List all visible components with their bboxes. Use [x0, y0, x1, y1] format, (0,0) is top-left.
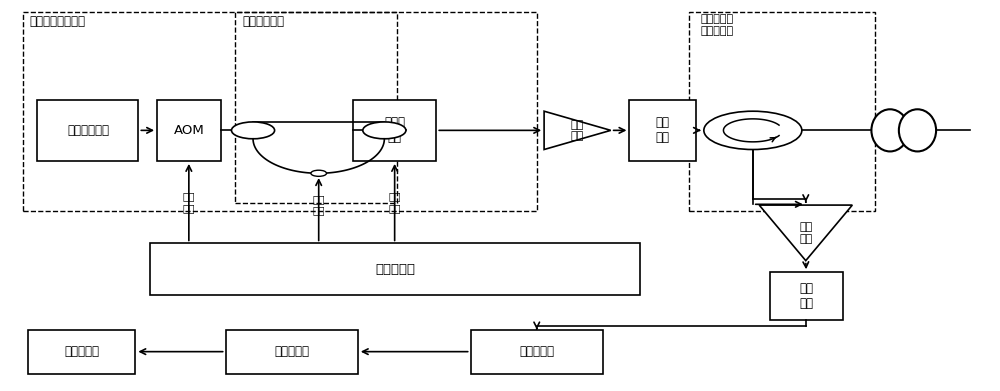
Bar	[353, 100, 436, 161]
Polygon shape	[544, 111, 611, 149]
Bar	[629, 100, 696, 161]
Text: 偏振切
换器: 偏振切 换器	[384, 117, 405, 144]
Circle shape	[311, 170, 327, 176]
Bar	[235, 12, 397, 203]
Bar	[150, 243, 640, 295]
Text: 光脉冲注入
及接收装置: 光脉冲注入 及接收装置	[701, 14, 734, 36]
Bar	[28, 330, 135, 374]
Text: 光滤
波器: 光滤 波器	[656, 117, 670, 144]
Text: 光电探测器: 光电探测器	[519, 345, 554, 358]
Bar	[23, 12, 537, 211]
Bar	[471, 330, 603, 374]
Text: 数据采集卡: 数据采集卡	[274, 345, 309, 358]
Bar	[226, 330, 358, 374]
Text: 窄线宽激光器: 窄线宽激光器	[67, 124, 109, 137]
Circle shape	[363, 122, 406, 139]
Text: 信号发生器: 信号发生器	[375, 263, 415, 276]
Text: 方波
信号: 方波 信号	[388, 192, 401, 213]
Text: 脉冲
信号: 脉冲 信号	[183, 192, 195, 213]
Bar	[689, 12, 875, 211]
Text: 光滤
波器: 光滤 波器	[799, 282, 813, 310]
Text: 光放
大器: 光放 大器	[799, 222, 812, 244]
Polygon shape	[759, 205, 852, 261]
Text: AOM: AOM	[173, 124, 204, 137]
Bar	[770, 272, 843, 320]
Bar	[37, 100, 138, 161]
Bar	[157, 100, 221, 161]
Ellipse shape	[871, 109, 909, 151]
Text: 双光脉冲生成组件: 双光脉冲生成组件	[30, 14, 86, 28]
Text: 非平衡干涉仪: 非平衡干涉仪	[242, 14, 284, 28]
Text: 光放
大器: 光放 大器	[571, 120, 584, 141]
Ellipse shape	[899, 109, 936, 151]
Circle shape	[704, 111, 802, 149]
Text: 正弦
信号: 正弦 信号	[312, 194, 325, 215]
Circle shape	[231, 122, 275, 139]
Text: 信号处理机: 信号处理机	[64, 345, 99, 358]
